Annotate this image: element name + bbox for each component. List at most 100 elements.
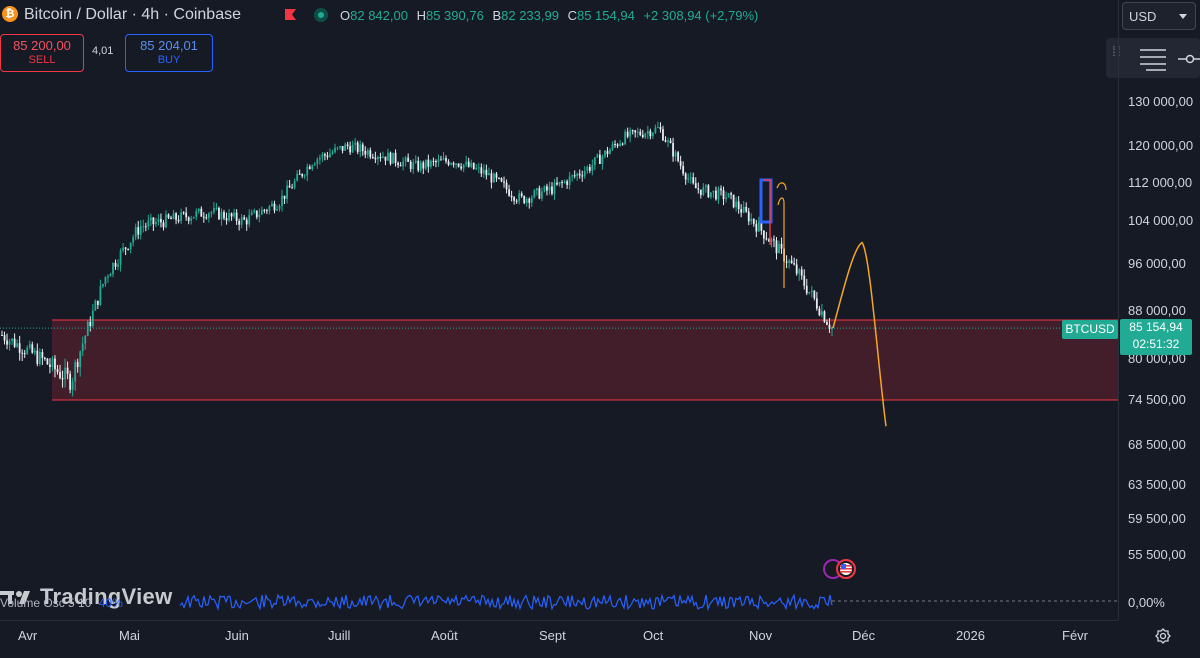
candle-body: [278, 206, 281, 210]
candle-body: [490, 173, 493, 183]
candle-body: [283, 195, 286, 199]
candle-body: [808, 291, 811, 294]
economic-events-icon[interactable]: [822, 558, 862, 580]
candle-body: [609, 149, 611, 155]
candle-body: [540, 191, 543, 199]
candle-body: [147, 220, 150, 227]
candle-body: [626, 131, 629, 137]
candle-body: [89, 321, 92, 326]
indicator-value: 40%: [98, 596, 123, 610]
candle-body: [18, 343, 21, 353]
candle-body: [586, 166, 589, 172]
candle-body: [599, 154, 601, 164]
candle-body: [84, 335, 87, 344]
currency-select[interactable]: USD: [1122, 2, 1196, 30]
projection-path: [832, 241, 887, 427]
candle-body: [634, 130, 637, 133]
candle-body: [225, 218, 228, 221]
symbol-title[interactable]: Bitcoin / Dollar · 4h · Coinbase: [24, 6, 241, 23]
candle-body: [699, 189, 702, 195]
candle-body: [470, 162, 473, 167]
candle-body: [525, 198, 528, 204]
candle-body: [16, 343, 19, 347]
candle-body: [329, 153, 331, 158]
candle-body: [669, 140, 672, 144]
drawing-arrow-red: [763, 179, 771, 245]
candle-body: [152, 217, 155, 225]
drag-handle-icon[interactable]: ⁞⁞: [1112, 43, 1122, 59]
candle-body: [419, 162, 422, 171]
object-tree-icon[interactable]: [1136, 46, 1170, 72]
candle-body: [477, 167, 480, 169]
candle-body: [81, 343, 84, 352]
candle-body: [750, 218, 753, 222]
sell-button[interactable]: 85 200,00 SELL: [0, 34, 84, 72]
candle-body: [311, 165, 314, 169]
time-axis[interactable]: [0, 620, 1118, 658]
candle-body: [195, 211, 198, 217]
candle-body: [71, 381, 74, 390]
candle-body: [715, 190, 717, 200]
gear-icon[interactable]: [1155, 628, 1171, 644]
candle-body: [745, 206, 748, 212]
market-status-icon[interactable]: [314, 8, 328, 22]
candle-body: [177, 219, 180, 222]
candle-body: [689, 177, 692, 179]
candle-body: [59, 372, 61, 379]
candle-body: [720, 188, 722, 191]
candle-body: [710, 192, 712, 198]
candle-body: [331, 152, 334, 154]
candle-body: [175, 213, 177, 220]
candle-body: [253, 210, 256, 213]
candle-body: [308, 166, 311, 169]
candle-body: [162, 222, 165, 228]
candle-body: [238, 220, 241, 225]
candle-body: [185, 212, 188, 218]
horizontal-line-tool-icon[interactable]: [1178, 52, 1200, 66]
candle-body: [583, 171, 586, 177]
candle-body: [281, 195, 283, 207]
candle-body: [616, 144, 619, 146]
candle-body: [79, 351, 82, 368]
indicator-legend[interactable]: Volume Osc 5 10 40%: [0, 596, 123, 610]
candle-body: [1, 335, 3, 336]
candle-body: [810, 290, 813, 292]
candle-body: [218, 207, 220, 220]
candle-body: [646, 131, 649, 134]
candle-body: [235, 212, 238, 221]
candle-body: [369, 150, 372, 157]
candle-body: [167, 214, 170, 218]
candle-body: [805, 285, 808, 294]
candle-body: [172, 213, 175, 220]
candle-body: [687, 178, 690, 180]
candle-body: [170, 217, 172, 220]
candle-body: [505, 182, 508, 190]
candle-body: [790, 260, 793, 264]
candle-body: [402, 161, 405, 167]
candle-body: [28, 344, 31, 348]
candle-body: [165, 214, 167, 228]
candle-body: [324, 154, 326, 156]
candle-body: [571, 175, 574, 177]
candle-body: [399, 165, 402, 167]
candle-body: [674, 152, 677, 157]
open-value: 82 842,00: [350, 8, 408, 23]
candle-body: [447, 161, 450, 165]
time-axis-label: Oct: [643, 628, 664, 643]
candle-body: [233, 212, 235, 217]
candle-body: [644, 133, 647, 138]
candle-body: [639, 131, 642, 135]
candle-body: [228, 213, 230, 221]
buy-button[interactable]: 85 204,01 BUY: [125, 34, 213, 72]
candle-body: [482, 169, 485, 174]
tradingview-watermark: TradingView: [0, 584, 173, 610]
volume-oscillator-pane[interactable]: [0, 586, 1118, 618]
price-chart[interactable]: [0, 0, 1118, 620]
price-axis-label: 68 500,00: [1128, 437, 1186, 452]
candle-body: [424, 159, 427, 169]
candle-body: [339, 146, 341, 148]
candle-body: [485, 169, 488, 176]
flag-icon[interactable]: [284, 8, 297, 21]
candle-body: [33, 350, 36, 353]
candle-body: [601, 156, 604, 164]
